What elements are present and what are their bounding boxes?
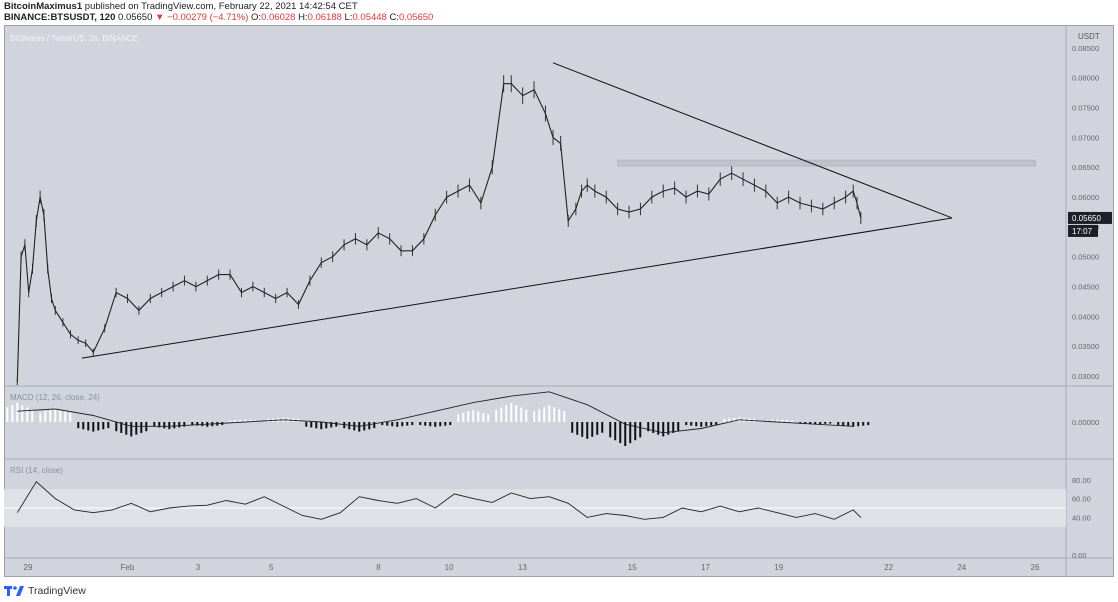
price-change: −0.00279 (−4.71%) (167, 12, 249, 23)
last-price: 0.05650 (118, 12, 153, 23)
rsi-line (16, 481, 862, 520)
close-value: 0.05650 (398, 12, 434, 23)
x-tick-label: 10 (445, 563, 454, 572)
published-text: published on TradingView.com, February 2… (84, 1, 358, 12)
footer-brand[interactable]: TradingView (28, 585, 86, 597)
x-tick-label: 29 (24, 563, 33, 572)
last-price-tag-text: 0.05650 (1072, 214, 1101, 223)
y-tick-label: 0.08000 (1072, 74, 1099, 83)
currency-label: USDT (1078, 32, 1100, 41)
y-tick-label: 0.07000 (1072, 133, 1099, 142)
y-tick-label: 0.07500 (1072, 104, 1099, 113)
open-value: 0.06028 (261, 12, 296, 23)
pane-label: BitShares / TetherUS, 2h, BINANCE (10, 34, 138, 43)
rsi-tick-label: 40.00 (1072, 513, 1091, 522)
macd-zero-tick: 0.00000 (1072, 418, 1099, 427)
macd-label: MACD (12, 26, close, 24) (10, 393, 100, 402)
countdown-tag (1068, 224, 1098, 237)
y-tick-label: 0.06500 (1072, 163, 1099, 172)
symbol-text: BINANCE:BTSUSDT, 120 (4, 12, 116, 23)
high-value: 0.06188 (307, 12, 342, 23)
x-tick-label: 8 (376, 563, 381, 572)
x-tick-label: 24 (957, 563, 966, 572)
x-tick-label: 13 (518, 563, 527, 572)
countdown-text: 17:07 (1072, 227, 1093, 236)
low-value: 0.05448 (352, 12, 387, 23)
low-label: L: (344, 12, 353, 23)
upper-trendline (552, 62, 953, 219)
y-tick-label: 0.04000 (1072, 312, 1099, 321)
open-label: O: (251, 12, 262, 23)
author-name[interactable]: BitcoinMaximus1 (4, 1, 83, 12)
chart-frame (4, 25, 1114, 577)
last-price-tag (1068, 211, 1112, 224)
close-label: C: (389, 12, 399, 23)
x-tick-label: 17 (701, 563, 710, 572)
x-tick-label: 19 (774, 563, 783, 572)
x-tick-label: Feb (121, 563, 135, 572)
price-series-line (16, 83, 862, 383)
y-tick-label: 0.04500 (1072, 283, 1099, 292)
x-tick-label: 26 (1031, 563, 1040, 572)
x-tick-label: 3 (196, 563, 201, 572)
rsi-label: RSI (14, close) (10, 466, 63, 475)
y-tick-label: 0.06000 (1072, 193, 1099, 202)
x-tick-label: 5 (269, 563, 274, 572)
symbol-line: BINANCE:BTSUSDT, 120 0.05650 ▼ −0.00279 … (4, 12, 433, 24)
y-tick-label: 0.03500 (1072, 342, 1099, 351)
high-label: H: (298, 12, 308, 23)
footer: TradingView (4, 582, 86, 600)
lower-trendline (81, 217, 953, 359)
publisher-line: BitcoinMaximus1 published on TradingView… (4, 1, 358, 13)
macd-signal-line (17, 391, 854, 434)
rsi-tick-label: 0.00 (1072, 551, 1087, 560)
y-tick-label: 0.08500 (1072, 44, 1099, 53)
tradingview-logo-icon[interactable] (4, 585, 24, 597)
x-tick-label: 15 (628, 563, 637, 572)
chart-canvas[interactable]: BitShares / TetherUS, 2h, BINANCE USDT 0.0… (4, 25, 1114, 577)
y-tick-label: 0.03000 (1072, 372, 1099, 381)
resistance-zone (617, 159, 1036, 167)
down-arrow-icon: ▼ (155, 12, 165, 23)
x-tick-label: 22 (884, 563, 893, 572)
y-tick-label: 0.05000 (1072, 253, 1099, 262)
rsi-tick-label: 80.00 (1072, 476, 1091, 485)
rsi-tick-label: 60.00 (1072, 495, 1091, 504)
